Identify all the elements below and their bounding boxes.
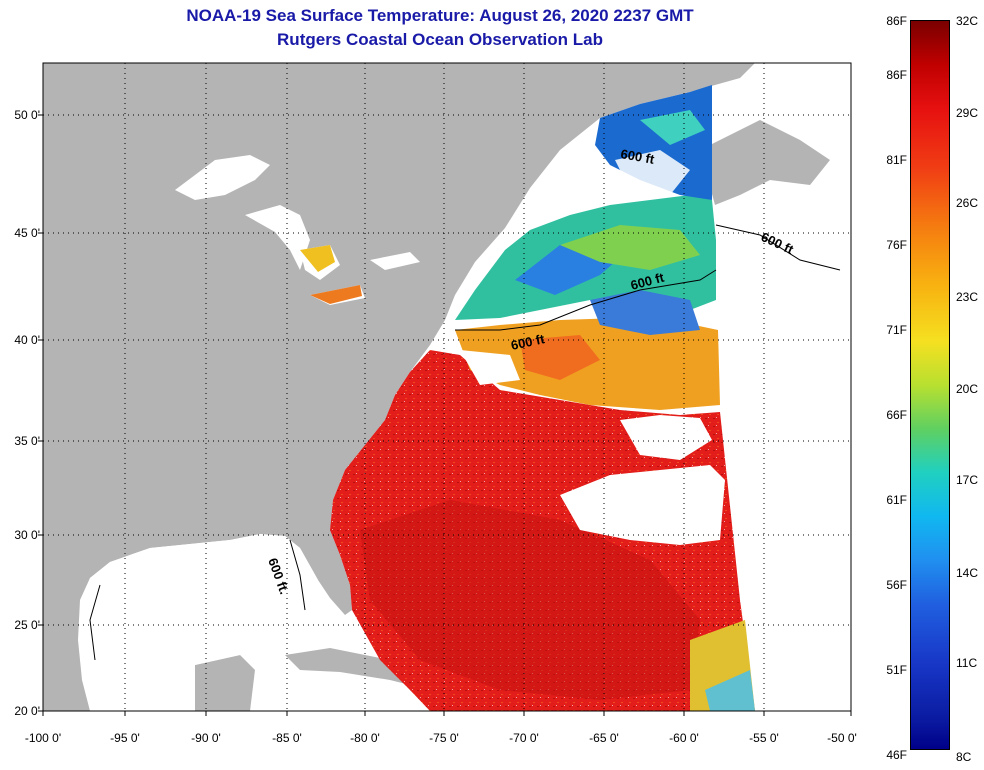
colorbar-f-label: 81F xyxy=(886,153,907,167)
colorbar-c-label: 20C xyxy=(956,382,979,396)
colorbar-c-label: 11C xyxy=(956,656,978,670)
colorbar-c-label: 32C xyxy=(956,14,979,28)
land-north-america xyxy=(43,63,755,711)
colorbar-f-label: 86F xyxy=(886,14,907,28)
lon-label-70: -70 0' xyxy=(509,731,539,745)
colorbar-c-label: 23C xyxy=(956,290,979,304)
map-subtitle: Rutgers Coastal Ocean Observation Lab xyxy=(277,30,603,49)
colorbar-f-label: 61F xyxy=(886,493,907,507)
colorbar-c-label: 29C xyxy=(956,106,979,120)
sst-hot-core xyxy=(360,500,700,700)
land-yucatan xyxy=(195,655,255,711)
gulf-of-mexico xyxy=(80,534,318,700)
lon-label-85: -85 0' xyxy=(272,731,302,745)
colorbar-c-label: 26C xyxy=(956,196,979,210)
lon-label-60: -60 0' xyxy=(669,731,699,745)
lon-label-90: -90 0' xyxy=(191,731,221,745)
colorbar-c-label: 8C xyxy=(956,750,972,764)
isobath-label-mid-atlantic: 600 ft xyxy=(510,331,547,353)
lat-label-45: 45 0' xyxy=(14,226,40,240)
colorbar-f-label: 56F xyxy=(886,578,907,592)
colorbar-f-label: 86F xyxy=(886,68,907,82)
axis-ticks xyxy=(38,114,852,716)
lon-label-65: -65 0' xyxy=(589,731,619,745)
lon-label-100: -100 0' xyxy=(24,731,62,745)
lon-label-50: -50 0' xyxy=(827,731,857,745)
map-title: NOAA-19 Sea Surface Temperature: August … xyxy=(186,6,694,25)
colorbar-f-label: 51F xyxy=(886,663,907,677)
lat-label-20: 20 0' xyxy=(14,704,40,718)
lon-label-55: -55 0' xyxy=(749,731,779,745)
colorbar-f-label: 76F xyxy=(886,238,907,252)
sst-green-band xyxy=(560,225,700,270)
lon-label-95: -95 0' xyxy=(110,731,140,745)
colorbar-f-label: 66F xyxy=(886,408,907,422)
temperature-colorbar xyxy=(910,20,950,750)
lake-erie-sst xyxy=(310,285,362,304)
isobath-600ft-line xyxy=(89,224,841,661)
sst-blue-patch xyxy=(590,290,700,335)
cloud-patches xyxy=(460,350,725,545)
lat-label-30: 30 0' xyxy=(14,528,40,542)
lat-label-40: 40 0' xyxy=(14,333,40,347)
cloud-st-lawrence xyxy=(615,150,690,195)
lat-label-25: 25 0' xyxy=(14,618,40,632)
lon-label-75: -75 0' xyxy=(429,731,459,745)
sst-warm-eddy xyxy=(520,335,600,380)
colorbar-c-label: 14C xyxy=(956,566,979,580)
graticule-grid xyxy=(43,63,851,711)
sst-cyan-patch xyxy=(640,110,705,145)
great-lakes xyxy=(175,155,420,305)
colorbar-f-label: 71F xyxy=(886,323,907,337)
lon-label-80: -80 0' xyxy=(350,731,380,745)
isobath-label-st-lawrence: 600 ft xyxy=(619,146,656,167)
lat-label-50: 50 0' xyxy=(14,108,40,122)
land-maritimes xyxy=(700,120,830,205)
colorbar-c-label: 17C xyxy=(956,473,979,487)
lake-huron-sst xyxy=(300,245,335,272)
colorbar-f-label: 46F xyxy=(886,748,907,762)
lat-label-35: 35 0' xyxy=(14,434,40,448)
sst-southeast-cyan xyxy=(705,670,755,711)
